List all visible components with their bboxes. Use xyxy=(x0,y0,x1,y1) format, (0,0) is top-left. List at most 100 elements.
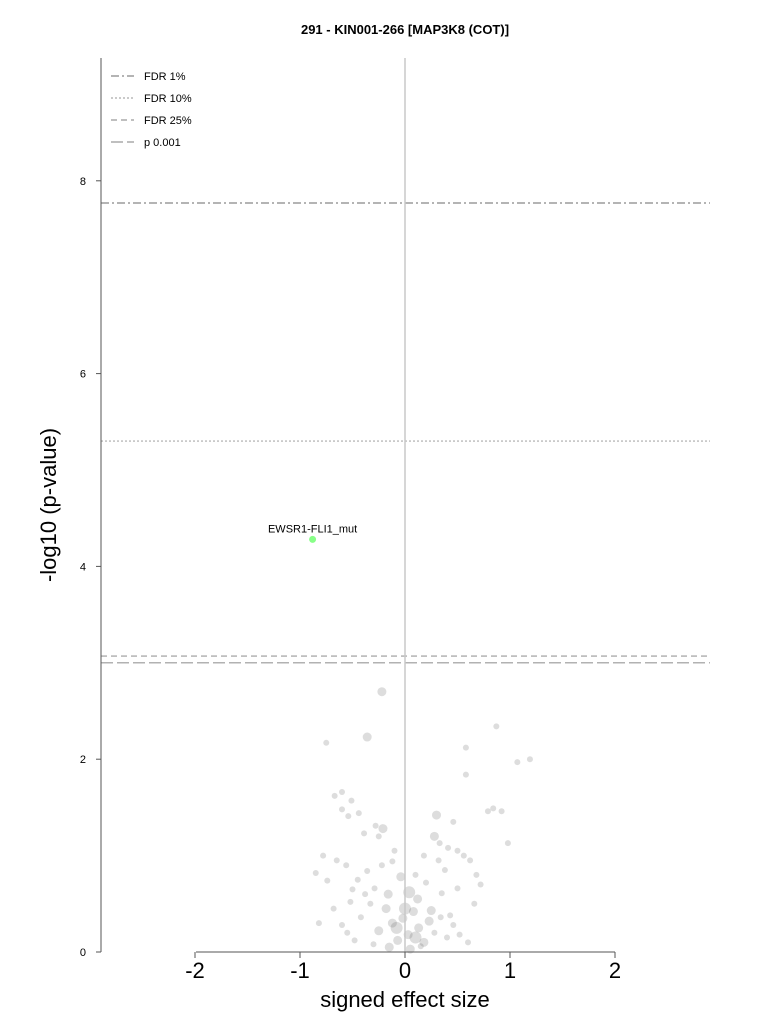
data-point xyxy=(377,687,387,697)
x-tick-label: 2 xyxy=(609,958,621,983)
data-point xyxy=(372,822,379,829)
y-tick-label: 0 xyxy=(80,947,86,959)
data-point xyxy=(420,852,427,859)
data-point xyxy=(465,939,471,946)
data-point xyxy=(349,886,356,893)
legend: FDR 1% FDR 10% FDR 25% p 0.001 xyxy=(111,71,192,149)
y-tick-label: 2 xyxy=(80,754,86,766)
data-point xyxy=(473,871,480,878)
data-point xyxy=(414,923,424,933)
data-point xyxy=(412,871,419,878)
data-point xyxy=(504,840,511,847)
data-point xyxy=(405,944,415,954)
x-tick-label: 0 xyxy=(399,958,411,983)
data-point xyxy=(450,818,457,825)
data-point xyxy=(447,912,454,919)
data-point xyxy=(429,831,439,841)
data-point xyxy=(514,759,521,766)
x-axis-ticks: -2 -1 0 1 2 xyxy=(185,952,621,983)
data-point xyxy=(462,744,469,751)
data-point xyxy=(344,929,351,936)
highlighted-point-label: EWSR1-FLI1_mut xyxy=(268,523,357,535)
data-point xyxy=(423,879,429,886)
data-point xyxy=(424,916,434,926)
data-point xyxy=(454,847,461,854)
data-point xyxy=(320,852,327,859)
data-point xyxy=(339,788,345,795)
data-point xyxy=(391,847,398,854)
data-point xyxy=(413,894,423,904)
data-point xyxy=(378,862,385,869)
data-point xyxy=(438,890,445,897)
data-point xyxy=(445,844,452,851)
data-point xyxy=(493,723,500,730)
data-point xyxy=(456,931,463,938)
data-point xyxy=(435,857,442,864)
data-point xyxy=(331,792,338,799)
data-point xyxy=(403,886,416,899)
data-point xyxy=(408,907,418,917)
data-point xyxy=(436,840,443,847)
data-point xyxy=(370,941,377,948)
data-point xyxy=(419,937,429,947)
y-tick-label: 4 xyxy=(80,561,86,573)
data-point xyxy=(315,920,322,927)
x-tick-label: -1 xyxy=(290,958,310,983)
data-point xyxy=(484,808,491,815)
data-point xyxy=(378,824,388,834)
data-point xyxy=(367,900,374,907)
data-point xyxy=(364,868,371,875)
data-point xyxy=(381,904,391,914)
data-point xyxy=(441,867,448,874)
data-point xyxy=(398,913,408,923)
highlighted-points: EWSR1-FLI1_mut xyxy=(268,523,357,543)
highlighted-point xyxy=(309,535,317,543)
data-point xyxy=(454,885,461,892)
x-tick-label: -2 xyxy=(185,958,205,983)
data-point xyxy=(477,881,484,888)
data-point xyxy=(396,872,406,882)
y-axis-ticks: 0 2 4 6 8 xyxy=(80,176,101,959)
data-point xyxy=(348,797,355,804)
data-point xyxy=(383,889,393,899)
data-point xyxy=(417,943,424,950)
data-point xyxy=(460,852,467,859)
data-point xyxy=(354,876,361,883)
data-point xyxy=(339,922,345,929)
data-point xyxy=(462,771,469,778)
data-point xyxy=(526,756,533,763)
data-point xyxy=(384,942,394,952)
data-point xyxy=(333,857,340,864)
data-point xyxy=(330,905,337,912)
data-point xyxy=(361,830,368,837)
data-point xyxy=(471,900,478,907)
data-point xyxy=(371,885,378,892)
legend-label: FDR 25% xyxy=(144,115,192,127)
data-point xyxy=(390,921,403,934)
data-point xyxy=(467,857,474,864)
data-point xyxy=(351,937,358,944)
y-tick-label: 6 xyxy=(80,369,86,381)
data-point xyxy=(355,810,362,817)
data-point xyxy=(375,833,382,840)
data-point xyxy=(343,862,350,869)
data-point xyxy=(387,918,397,928)
data-point xyxy=(374,926,384,936)
data-point xyxy=(312,869,319,876)
data-point xyxy=(389,858,396,865)
y-axis-label: -log10 (p-value) xyxy=(36,428,61,582)
data-point xyxy=(444,934,450,941)
x-axis-label: signed effect size xyxy=(320,987,490,1012)
data-point xyxy=(490,805,497,812)
legend-label: FDR 1% xyxy=(144,71,186,83)
data-point xyxy=(498,808,505,815)
y-tick-label: 8 xyxy=(80,176,86,188)
data-point xyxy=(362,891,369,898)
data-point xyxy=(323,739,330,746)
data-point xyxy=(432,810,441,820)
legend-label: FDR 10% xyxy=(144,93,192,105)
data-points xyxy=(312,687,533,954)
x-tick-label: 1 xyxy=(504,958,516,983)
data-point xyxy=(345,813,352,820)
